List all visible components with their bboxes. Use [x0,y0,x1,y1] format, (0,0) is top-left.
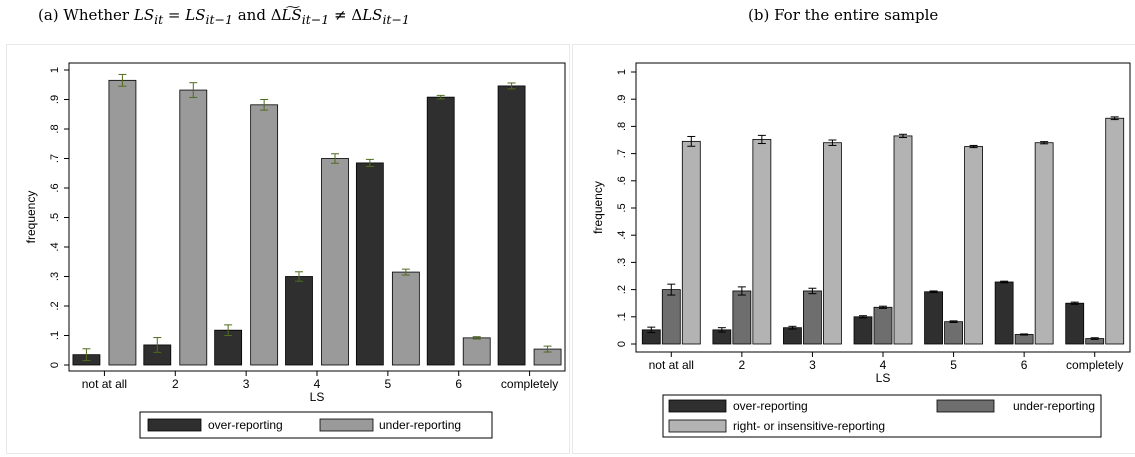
bar-under-reporting [391,271,420,366]
plot-frame [68,62,566,372]
x-tick-label: 3 [809,358,816,372]
legend-label: under-reporting [379,418,461,432]
legend-box [662,394,1102,438]
y-tick-label: .6 [616,176,628,185]
bar-over-reporting [426,96,455,366]
x-tick-label: 6 [455,377,462,391]
y-tick-label: .8 [616,122,628,131]
y-axis-label: frequency [591,181,605,234]
panel-b-caption: (b) For the entire sample [748,6,939,24]
bar-under-reporting [803,290,822,345]
x-tick-label: 5 [950,358,957,372]
x-tick-label: 6 [1021,358,1028,372]
y-tick-label: 1 [616,69,628,75]
y-tick-label: .8 [49,124,61,133]
panel-a-chart: 0 .1 .2 .3 .4 .5 .6 .7 .8 .9 1 frequency not at all 2… [24,62,566,439]
x-axis-label: LS [310,390,325,404]
x-tick-label: not at all [649,358,694,372]
y-tick-label: .1 [49,331,61,340]
bar-over-reporting [924,291,943,345]
bar-under-reporting [321,158,349,366]
legend-label: over-reporting [208,418,283,432]
x-tick-label: 4 [314,377,321,391]
legend-swatch [319,418,374,432]
bar-right-or-insensitive-reporting [752,139,772,345]
y-tick-label: .9 [49,95,61,104]
y-tick-label: .7 [616,149,628,158]
legend-swatch [936,399,995,413]
y-tick-label: .4 [49,242,61,251]
bar-right-or-insensitive-reporting [681,140,701,345]
bar-right-or-insensitive-reporting [964,146,983,345]
bar-under-reporting [250,104,279,366]
bar-over-reporting [497,85,526,366]
y-tick-label: .3 [49,272,61,281]
bar-over-reporting [1065,302,1085,345]
x-tick-label: completely [501,377,558,391]
panel-a: 0 .1 .2 .3 .4 .5 .6 .7 .8 .9 1 frequency not at all 2… [6,44,570,454]
y-tick-label: .5 [616,203,628,212]
legend-swatch [668,399,727,413]
y-tick-label: .6 [49,183,61,192]
bar-right-or-insensitive-reporting [1105,117,1125,345]
bar-right-or-insensitive-reporting [823,142,842,345]
bar-over-reporting [355,162,384,366]
x-tick-label: 5 [385,377,392,391]
bar-under-reporting [179,89,208,366]
bar-right-or-insensitive-reporting [1034,142,1054,345]
x-tick-label: completely [1066,358,1123,372]
y-axis-label: frequency [24,191,38,244]
y-tick-label: 0 [49,362,61,368]
bar-over-reporting [214,329,243,366]
y-tick-label: .4 [616,231,628,240]
bar-under-reporting [661,289,681,345]
bar-over-reporting [285,276,313,366]
y-tick-label: .1 [616,312,628,321]
legend-label: under-reporting [1013,399,1095,413]
bar-under-reporting [873,306,893,345]
panel-b-chart: 0 .1 .2 .3 .4 .5 .6 .7 .8 .9 1 frequency not at all 2… [591,62,1131,438]
legend-swatch [147,418,202,432]
bar-over-reporting [783,327,802,345]
bar-under-reporting [732,290,752,345]
y-tick-label: .2 [616,285,628,294]
x-tick-label: 3 [243,377,250,391]
panel-a-caption: (a) Whether LSit = LSit−1 and ΔL͠Sit−1 ≠… [38,6,410,27]
x-axis-label: LS [876,371,891,385]
x-tick-label: 2 [739,358,746,372]
y-tick-label: .9 [616,95,628,104]
legend-label: right- or insensitive-reporting [733,419,885,433]
y-tick-label: .5 [49,213,61,222]
legend-swatch [668,419,727,433]
y-tick-label: 0 [616,341,628,347]
bar-under-reporting [944,321,963,345]
y-tick-label: .7 [49,154,61,163]
legend-label: over-reporting [733,399,808,413]
y-tick-label: 1 [49,67,61,73]
y-tick-label: .3 [616,258,628,267]
bar-right-or-insensitive-reporting [893,135,913,345]
bar-over-reporting [994,281,1014,345]
y-tick-label: .2 [49,301,61,310]
bar-under-reporting [462,337,491,366]
panel-b: 0 .1 .2 .3 .4 .5 .6 .7 .8 .9 1 frequency not at all 2… [572,44,1135,454]
bar-over-reporting [853,316,873,345]
bar-under-reporting [108,79,137,366]
x-tick-label: 4 [880,358,887,372]
bar-under-reporting [1014,334,1034,345]
x-tick-label: not at all [82,377,127,391]
x-tick-label: 2 [172,377,179,391]
